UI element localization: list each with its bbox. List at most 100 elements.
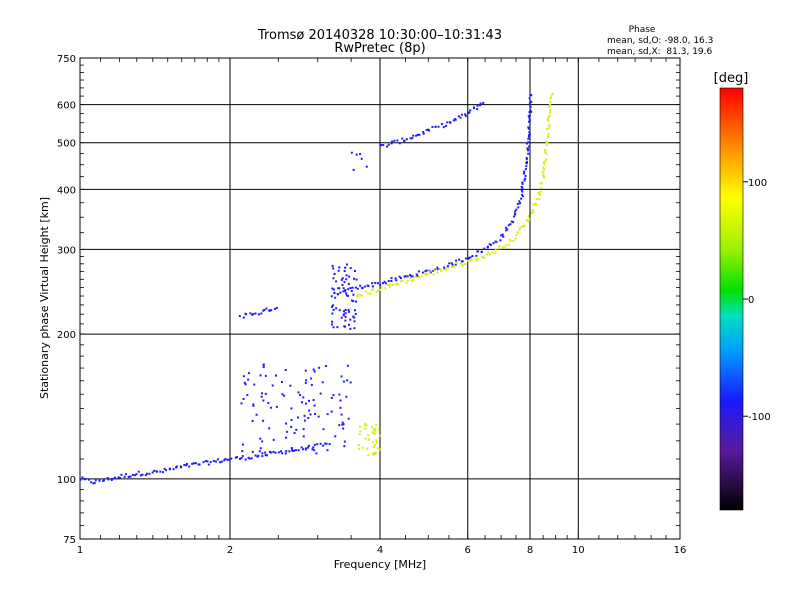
data-point [528, 131, 531, 134]
data-point [335, 280, 338, 283]
data-point [458, 258, 461, 261]
colorbar-tick-label: -100 [748, 412, 771, 423]
x-tick-label: 10 [572, 545, 585, 556]
data-point [524, 168, 527, 171]
data-point [464, 257, 467, 260]
data-point [390, 279, 393, 282]
data-point [459, 116, 462, 119]
data-point [512, 240, 515, 243]
data-point [183, 463, 186, 466]
data-point [340, 278, 343, 281]
data-point [361, 287, 364, 290]
colorbar [719, 87, 744, 511]
data-point [551, 92, 554, 95]
data-point [343, 440, 346, 443]
x-axis-ticks: 1 2 4 6 8 10 16 [77, 545, 687, 556]
data-point [361, 446, 364, 449]
data-point [332, 308, 335, 311]
data-point [243, 381, 246, 384]
data-point [302, 428, 305, 431]
data-point [326, 413, 329, 416]
data-point [489, 243, 492, 246]
data-point [341, 277, 344, 280]
data-point [228, 458, 231, 461]
data-point [455, 259, 458, 262]
data-point [521, 195, 524, 198]
data-point [432, 269, 435, 272]
data-point [509, 239, 512, 242]
data-point [480, 255, 483, 258]
data-point [90, 481, 93, 484]
data-point [401, 279, 404, 282]
data-point [528, 102, 531, 105]
data-point [527, 137, 530, 140]
data-point [321, 381, 324, 384]
data-point [325, 364, 328, 367]
data-point [284, 436, 287, 439]
data-point [297, 416, 300, 419]
data-point [212, 460, 215, 463]
data-point [425, 269, 428, 272]
data-point [119, 476, 122, 479]
data-point [417, 270, 420, 273]
data-point [548, 114, 551, 117]
data-point [390, 277, 393, 280]
data-point [364, 423, 367, 426]
data-point [277, 451, 280, 454]
data-point [507, 243, 510, 246]
data-point [252, 313, 255, 316]
data-point [373, 432, 376, 435]
data-point [464, 263, 467, 266]
data-point [394, 283, 397, 286]
data-point [429, 271, 432, 274]
data-point [350, 151, 353, 154]
data-point [341, 421, 344, 424]
data-point [255, 413, 258, 416]
data-point [283, 394, 286, 397]
data-point [331, 305, 334, 308]
phase-info-title: Phase [629, 25, 656, 35]
data-point [306, 446, 309, 449]
data-point [345, 278, 348, 281]
data-point [470, 259, 473, 262]
data-point [260, 312, 263, 315]
data-point [303, 419, 306, 422]
data-point [179, 465, 182, 468]
data-point [252, 403, 255, 406]
data-point [310, 383, 313, 386]
data-point [223, 459, 226, 462]
data-point [461, 260, 464, 263]
data-point [319, 442, 322, 445]
data-point [348, 323, 351, 326]
data-point [281, 393, 284, 396]
data-point [175, 465, 178, 468]
data-point [416, 274, 419, 277]
y-tick-label: 200 [57, 330, 76, 341]
data-point [334, 435, 337, 438]
data-point [521, 190, 524, 193]
data-point [525, 142, 528, 145]
data-point [242, 316, 245, 319]
data-point [339, 399, 342, 402]
data-point [363, 285, 366, 288]
data-point [526, 148, 529, 151]
data-point [521, 181, 524, 184]
data-point [349, 327, 352, 330]
data-point [145, 472, 148, 475]
data-point [110, 478, 113, 481]
data-point [168, 467, 171, 470]
data-point [421, 271, 424, 274]
data-point [479, 102, 482, 105]
data-point [310, 377, 313, 380]
data-point [336, 326, 339, 329]
data-point [424, 270, 427, 273]
data-point [367, 434, 370, 437]
data-point [397, 283, 400, 286]
data-point [106, 476, 109, 479]
data-point [373, 453, 376, 456]
data-point [318, 366, 321, 369]
data-point [165, 469, 168, 472]
data-point [204, 460, 207, 463]
data-point [356, 287, 359, 290]
data-point [364, 290, 367, 293]
